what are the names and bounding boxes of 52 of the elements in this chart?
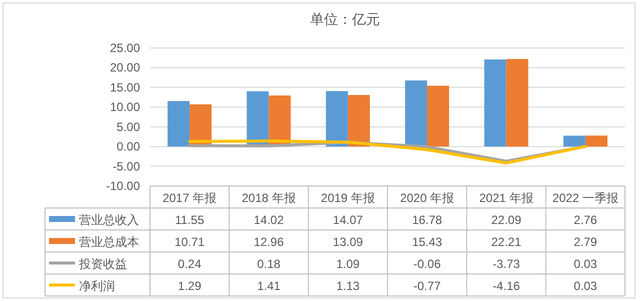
data-label: 1.41: [257, 279, 281, 293]
data-label: 0.03: [574, 257, 598, 271]
x-tick-label: 2021 年报: [479, 191, 534, 205]
data-label: 14.07: [332, 213, 364, 227]
data-label: 1.29: [178, 279, 202, 293]
x-tick-label: 2018 年报: [242, 191, 296, 205]
data-label: 1.09: [336, 257, 360, 271]
data-label: 2.76: [574, 213, 598, 227]
x-tick-label: 2020 年报: [400, 191, 454, 205]
y-tick-label: 15.00: [110, 80, 140, 94]
chart-title: 单位：亿元: [310, 11, 380, 27]
y-tick-label: -10.00: [106, 179, 140, 193]
bar: [506, 59, 528, 147]
bar: [326, 91, 348, 147]
data-label: 0.03: [574, 279, 598, 293]
x-tick-label: 2022 一季报: [552, 191, 618, 205]
legend-label: 净利润: [79, 279, 115, 293]
y-tick-label: -5.00: [112, 159, 140, 174]
legend-label: 营业总收入: [79, 213, 139, 227]
bar: [563, 136, 586, 147]
data-label: 22.09: [491, 213, 522, 227]
data-label: 0.24: [178, 257, 202, 271]
legend-label: 投资收益: [78, 257, 127, 271]
data-label: 10.71: [174, 235, 205, 249]
data-label: 15.43: [412, 235, 442, 249]
data-label: 12.96: [254, 235, 284, 249]
y-tick-label: 0.00: [116, 140, 140, 154]
data-label: -3.73: [492, 257, 520, 271]
bar: [427, 86, 450, 147]
data-label: 22.21: [491, 235, 522, 249]
y-tick-label: 5.00: [116, 120, 140, 134]
bar: [168, 101, 190, 147]
data-label: 16.78: [412, 213, 442, 227]
x-tick-label: 2019 年报: [320, 191, 375, 205]
legend-label: 营业总成本: [79, 235, 139, 249]
data-label: -0.77: [413, 279, 442, 293]
data-label: 13.09: [332, 235, 364, 249]
data-label: 2.79: [574, 235, 598, 249]
bar: [585, 136, 608, 147]
y-tick-label: 10.00: [110, 100, 140, 114]
data-label: 0.18: [257, 257, 281, 271]
y-tick-label: 20.00: [110, 60, 140, 75]
data-label: 14.02: [254, 213, 284, 227]
y-tick-label: 25.00: [110, 41, 140, 55]
data-label: 1.13: [336, 279, 360, 293]
x-tick-label: 2017 年报: [162, 191, 217, 205]
bar: [484, 59, 506, 147]
bar: [405, 80, 428, 147]
bar: [348, 94, 370, 147]
data-label: -0.06: [413, 257, 442, 271]
data-label: -4.16: [492, 279, 520, 293]
data-label: 11.55: [175, 213, 204, 227]
